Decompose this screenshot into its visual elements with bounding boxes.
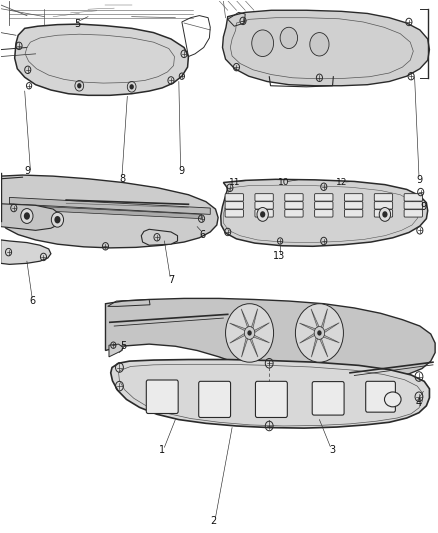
Circle shape xyxy=(24,212,30,220)
Text: 7: 7 xyxy=(168,275,174,285)
Polygon shape xyxy=(18,205,201,219)
Polygon shape xyxy=(311,333,319,357)
Circle shape xyxy=(257,207,268,221)
Polygon shape xyxy=(14,24,188,95)
Circle shape xyxy=(252,30,274,56)
Polygon shape xyxy=(241,333,250,357)
FancyBboxPatch shape xyxy=(344,209,363,217)
FancyBboxPatch shape xyxy=(374,193,392,201)
Circle shape xyxy=(51,212,64,227)
Text: 8: 8 xyxy=(119,174,125,184)
Polygon shape xyxy=(141,229,177,245)
Polygon shape xyxy=(10,197,210,214)
FancyBboxPatch shape xyxy=(255,381,287,417)
Circle shape xyxy=(280,27,297,49)
Text: 3: 3 xyxy=(329,445,336,455)
Text: 5: 5 xyxy=(74,19,80,29)
Polygon shape xyxy=(250,323,269,333)
FancyBboxPatch shape xyxy=(225,193,244,201)
Circle shape xyxy=(295,304,343,362)
Polygon shape xyxy=(111,360,429,428)
FancyBboxPatch shape xyxy=(404,193,423,201)
FancyBboxPatch shape xyxy=(404,201,423,209)
FancyBboxPatch shape xyxy=(285,193,303,201)
Circle shape xyxy=(77,83,81,88)
Circle shape xyxy=(247,330,252,336)
Text: 12: 12 xyxy=(336,178,347,187)
Circle shape xyxy=(379,207,391,221)
Polygon shape xyxy=(241,309,250,333)
Text: 6: 6 xyxy=(29,296,35,306)
Text: 9: 9 xyxy=(416,175,422,185)
Circle shape xyxy=(317,330,321,336)
Ellipse shape xyxy=(385,392,401,407)
FancyBboxPatch shape xyxy=(344,193,363,201)
FancyBboxPatch shape xyxy=(255,209,273,217)
FancyBboxPatch shape xyxy=(312,382,344,415)
Text: 4: 4 xyxy=(416,398,422,408)
Circle shape xyxy=(244,327,255,340)
Circle shape xyxy=(382,211,388,217)
Polygon shape xyxy=(230,323,250,333)
Text: 9: 9 xyxy=(179,166,185,176)
FancyBboxPatch shape xyxy=(314,209,333,217)
Polygon shape xyxy=(221,179,427,246)
Circle shape xyxy=(260,211,265,217)
FancyBboxPatch shape xyxy=(146,380,178,414)
FancyBboxPatch shape xyxy=(199,381,230,417)
Polygon shape xyxy=(106,298,435,380)
Polygon shape xyxy=(250,309,258,333)
FancyBboxPatch shape xyxy=(255,201,273,209)
FancyBboxPatch shape xyxy=(314,201,333,209)
Polygon shape xyxy=(300,323,319,333)
Polygon shape xyxy=(230,333,250,343)
Circle shape xyxy=(310,33,329,56)
Circle shape xyxy=(314,327,325,340)
Polygon shape xyxy=(250,333,269,343)
FancyBboxPatch shape xyxy=(225,201,244,209)
Text: 6: 6 xyxy=(199,230,205,240)
Polygon shape xyxy=(311,309,319,333)
FancyBboxPatch shape xyxy=(285,209,303,217)
Text: 5: 5 xyxy=(120,341,126,351)
Polygon shape xyxy=(300,333,319,343)
Circle shape xyxy=(226,304,274,362)
Polygon shape xyxy=(109,344,123,357)
FancyBboxPatch shape xyxy=(374,201,392,209)
Text: 11: 11 xyxy=(229,178,240,187)
Polygon shape xyxy=(223,10,429,86)
Polygon shape xyxy=(319,333,328,357)
Polygon shape xyxy=(1,240,51,264)
Circle shape xyxy=(21,208,33,223)
Text: 9: 9 xyxy=(421,202,427,212)
Polygon shape xyxy=(319,309,328,333)
FancyBboxPatch shape xyxy=(314,193,333,201)
FancyBboxPatch shape xyxy=(404,209,423,217)
FancyBboxPatch shape xyxy=(366,381,396,412)
Polygon shape xyxy=(250,333,258,357)
FancyBboxPatch shape xyxy=(255,193,273,201)
FancyBboxPatch shape xyxy=(374,209,392,217)
FancyBboxPatch shape xyxy=(285,201,303,209)
Polygon shape xyxy=(319,323,339,333)
Text: 10: 10 xyxy=(278,178,290,187)
Text: 9: 9 xyxy=(25,166,31,176)
FancyBboxPatch shape xyxy=(344,201,363,209)
Polygon shape xyxy=(319,333,339,343)
Circle shape xyxy=(130,84,134,90)
Text: 1: 1 xyxy=(159,445,165,455)
Polygon shape xyxy=(1,175,218,248)
Text: 2: 2 xyxy=(211,515,217,526)
FancyBboxPatch shape xyxy=(225,209,244,217)
Circle shape xyxy=(54,216,60,223)
Text: 13: 13 xyxy=(273,251,286,261)
Polygon shape xyxy=(1,204,62,230)
